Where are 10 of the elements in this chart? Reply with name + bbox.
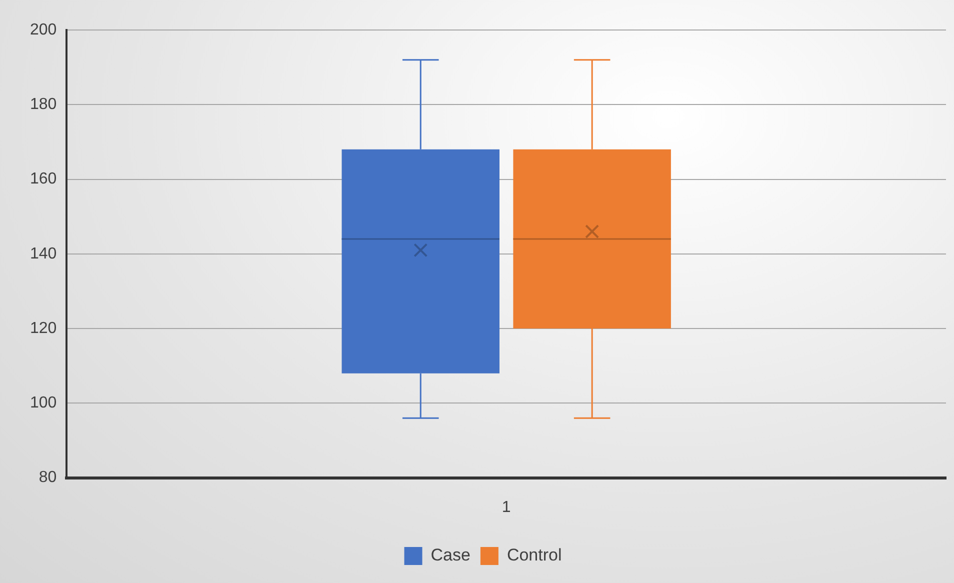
y-tick-label: 80 [38,469,57,486]
y-tick-label: 140 [30,245,57,262]
legend-label: Control [506,546,562,565]
legend-label: Case [430,546,470,565]
y-tick-label: 200 [30,21,57,38]
y-tick-label: 180 [30,96,57,114]
y-tick-label: 100 [30,394,57,412]
x-tick-label: 1 [502,498,511,516]
y-tick-label: 160 [30,170,57,188]
y-tick-label: 120 [30,320,57,337]
